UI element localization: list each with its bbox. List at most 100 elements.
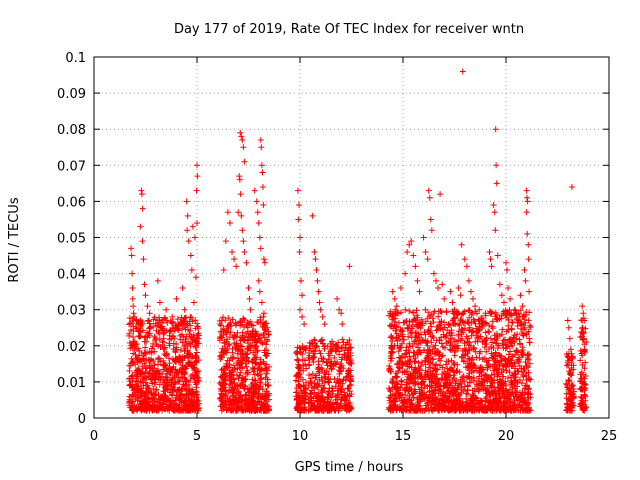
data-point <box>129 404 136 411</box>
data-point <box>327 407 334 414</box>
data-point <box>261 347 268 354</box>
data-point <box>294 350 301 357</box>
data-point <box>398 340 405 347</box>
data-point <box>235 209 242 216</box>
data-point <box>342 405 349 412</box>
data-point <box>261 407 268 414</box>
data-point <box>329 345 336 352</box>
data-point <box>263 336 270 343</box>
data-point <box>566 368 573 375</box>
data-point <box>237 369 244 376</box>
data-point <box>238 133 245 140</box>
data-point <box>424 383 431 390</box>
data-point <box>156 314 163 321</box>
data-point <box>309 371 316 378</box>
data-point <box>460 407 467 414</box>
data-point <box>227 354 234 361</box>
data-point <box>255 390 262 397</box>
data-point <box>499 362 506 369</box>
data-point <box>389 379 396 386</box>
data-point <box>415 402 422 409</box>
data-point <box>494 252 501 259</box>
data-point <box>458 335 465 342</box>
data-point <box>476 354 483 361</box>
data-point <box>302 392 309 399</box>
data-point <box>496 393 503 400</box>
data-point <box>143 364 150 371</box>
data-point <box>327 340 334 347</box>
data-point <box>336 306 343 313</box>
data-point <box>311 248 318 255</box>
data-point <box>298 395 305 402</box>
data-point <box>511 379 518 386</box>
data-point <box>240 334 247 341</box>
data-point <box>417 374 424 381</box>
data-point <box>184 227 191 234</box>
data-point <box>146 310 153 317</box>
data-point <box>153 322 160 329</box>
data-point <box>236 372 243 379</box>
data-point <box>385 367 392 374</box>
data-point <box>142 292 149 299</box>
data-point <box>441 383 448 390</box>
data-point <box>458 241 465 248</box>
data-point <box>179 331 186 338</box>
data-point <box>189 353 196 360</box>
data-point <box>256 407 263 414</box>
data-point <box>520 397 527 404</box>
data-point <box>513 335 520 342</box>
data-point <box>258 400 265 407</box>
data-point <box>295 378 302 385</box>
data-point <box>169 333 176 340</box>
data-point <box>412 380 419 387</box>
data-point <box>179 374 186 381</box>
data-point <box>460 351 467 358</box>
data-point <box>195 405 202 412</box>
data-point <box>147 324 154 331</box>
data-point <box>306 339 313 346</box>
data-point <box>450 360 457 367</box>
data-point <box>494 379 501 386</box>
data-point <box>241 158 248 165</box>
data-point <box>387 354 394 361</box>
data-point <box>457 292 464 299</box>
data-point <box>254 371 261 377</box>
data-point <box>470 345 477 352</box>
data-point <box>396 336 403 343</box>
data-point <box>402 386 409 393</box>
data-point <box>255 372 262 379</box>
data-point <box>445 320 452 327</box>
data-point <box>521 266 528 273</box>
data-point <box>463 395 470 402</box>
data-point <box>466 347 473 354</box>
data-point <box>482 395 489 402</box>
data-point <box>511 370 518 377</box>
data-point <box>407 374 414 381</box>
data-point <box>332 360 339 367</box>
data-point <box>266 363 273 370</box>
data-point <box>483 358 490 365</box>
data-point <box>501 355 508 362</box>
data-point <box>445 358 452 365</box>
data-point <box>470 392 477 399</box>
data-point <box>514 367 521 374</box>
data-point <box>485 374 492 381</box>
data-point <box>216 334 223 341</box>
data-point <box>181 306 188 313</box>
data-point <box>420 234 427 241</box>
data-point <box>519 344 526 351</box>
data-point <box>139 355 146 362</box>
data-point <box>441 400 448 407</box>
data-point <box>138 191 145 198</box>
data-point <box>218 367 225 374</box>
data-point <box>333 379 340 386</box>
data-point <box>295 382 302 389</box>
data-point <box>236 361 243 368</box>
data-point <box>257 339 264 346</box>
data-point <box>231 256 238 263</box>
data-point <box>195 357 202 364</box>
data-point <box>492 227 499 234</box>
data-point <box>481 404 488 411</box>
data-point <box>392 401 399 408</box>
data-point <box>515 317 522 324</box>
